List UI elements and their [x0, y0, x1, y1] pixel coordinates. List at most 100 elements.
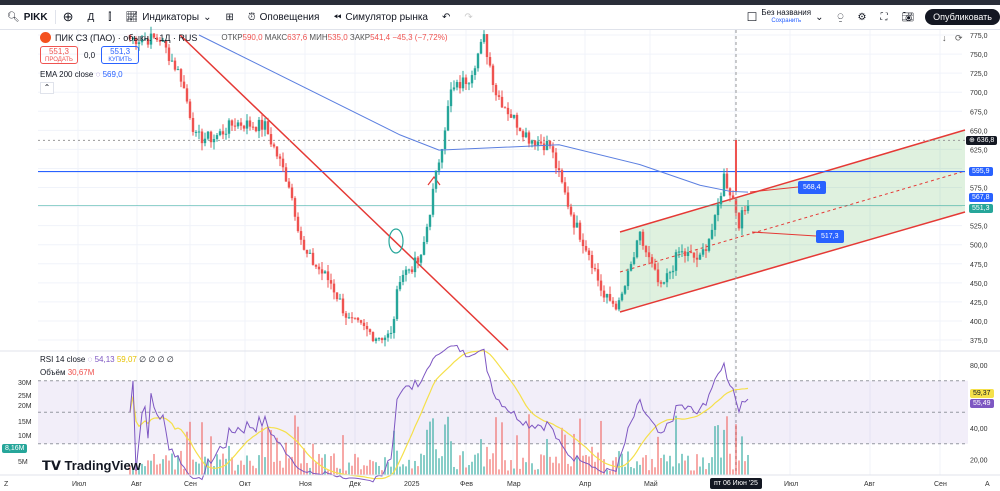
sell-button[interactable]: 551,3 ПРОДАТЬ — [40, 46, 78, 64]
candle-body — [695, 257, 699, 260]
buy-button[interactable]: 551,3 КУПИТЬ — [101, 46, 140, 64]
candle-body — [374, 338, 378, 342]
volume-bar — [705, 469, 707, 475]
candle-body — [458, 82, 462, 89]
chart-type-button[interactable]: ⫿ — [101, 5, 118, 29]
candle-body — [542, 143, 546, 151]
candle-body — [680, 251, 684, 253]
current-price-tag: 551,3 — [969, 204, 993, 213]
volume-bar — [711, 457, 713, 475]
volume-bar — [594, 461, 596, 475]
volume-bar — [561, 427, 563, 475]
volume-bar — [378, 465, 380, 475]
volume-bar — [381, 470, 383, 475]
volume-bar — [690, 470, 692, 475]
volume-bar — [162, 459, 164, 475]
undo-button[interactable]: ↶ — [435, 5, 457, 29]
layout-button[interactable]: ☐ Без названия Сохранить ⌄ — [746, 8, 824, 24]
volume-bar — [333, 453, 335, 475]
interval-button[interactable]: Д — [87, 11, 95, 23]
volume-bar — [723, 429, 725, 475]
volume-bar — [477, 453, 479, 475]
candle-body — [722, 173, 726, 197]
templates-button[interactable]: ⊞ — [218, 5, 240, 29]
candle-body — [239, 122, 243, 126]
redo-icon: ↷ — [464, 11, 473, 23]
compare-button[interactable]: ⊕ — [56, 5, 81, 29]
candle-body — [305, 249, 309, 254]
candle-body — [599, 280, 603, 291]
settings-button[interactable]: ⚙︎ — [850, 5, 873, 29]
quick-search-button[interactable]: ⍜ — [830, 5, 850, 29]
symbol-legend: ПИК СЗ (ПАО) · обыкн. · 1Д · RUS ОТКР590… — [40, 32, 447, 43]
volume-bar — [327, 470, 329, 475]
candle-body — [434, 170, 438, 189]
trade-panel: 551,3 ПРОДАТЬ 0,0 551,3 КУПИТЬ — [40, 46, 140, 64]
rsi-legend[interactable]: RSI 14 close ◌ 54,13 59,07 ∅ ∅ ∅ ∅ — [40, 355, 174, 364]
candle-body — [413, 257, 417, 273]
candle-body — [647, 252, 651, 258]
volume-bar — [192, 459, 194, 475]
candle-body — [665, 273, 669, 283]
quick-search-icon: ⍜ — [837, 11, 844, 23]
candle-body — [443, 130, 447, 150]
candle-body — [686, 252, 690, 256]
volume-bar — [288, 458, 290, 475]
candle-body — [317, 266, 321, 270]
refresh-icon[interactable]: ⟳ — [955, 33, 963, 43]
candle-body — [530, 140, 534, 144]
volume-bar — [171, 453, 173, 475]
volume-bar — [408, 459, 410, 475]
candle-body — [251, 126, 255, 128]
symbol-search-button[interactable]: 🔍︎ PIKK — [7, 11, 48, 23]
candle-body — [194, 131, 198, 133]
candle-body — [149, 33, 153, 45]
volume-axis-label: 10M — [18, 433, 32, 440]
indicators-button[interactable]: 📈︎ Индикаторы ⌄ — [125, 11, 212, 23]
volume-bar — [552, 462, 554, 475]
volume-legend[interactable]: Объём 30,67M — [40, 368, 95, 377]
upper-label-connector — [749, 186, 799, 193]
square-icon: ☐ — [746, 10, 758, 24]
search-icon: 🔍︎ — [7, 11, 20, 23]
upper-channel-label[interactable]: 568,4 — [798, 181, 826, 194]
time-axis-label: Мар — [507, 481, 521, 488]
candle-body — [419, 254, 423, 263]
candle-body — [512, 114, 516, 118]
volume-bar — [681, 453, 683, 475]
screenshot-button[interactable]: 📷︎ — [894, 5, 921, 29]
redo-button[interactable]: ↷ — [457, 5, 479, 29]
candle-body — [740, 210, 744, 229]
volume-bar — [486, 446, 488, 475]
volume-bar — [456, 469, 458, 475]
publish-button[interactable]: Опубликовать — [925, 9, 1000, 25]
rsi-line — [129, 344, 749, 483]
volume-bar — [183, 468, 185, 475]
ema-legend[interactable]: EMA 200 close ◌ 569,0 — [40, 70, 123, 79]
replay-button[interactable]: ⏪︎ Симулятор рынка — [333, 11, 428, 23]
candle-body — [713, 215, 717, 230]
candle-body — [515, 114, 519, 128]
volume-bar — [213, 466, 215, 475]
fullscreen-button[interactable]: ⛶ — [873, 5, 894, 29]
candle-body — [230, 120, 234, 126]
volume-bar — [141, 463, 143, 475]
volume-bar — [744, 461, 746, 475]
candle-body — [350, 317, 354, 319]
volume-bar — [555, 456, 557, 475]
alerts-button[interactable]: ⏰︎ Оповещения — [247, 11, 320, 23]
volume-bar — [651, 458, 653, 475]
collapse-legend-button[interactable]: ⌃ — [40, 82, 54, 94]
camera-icon: 📷︎ — [901, 11, 915, 23]
volume-bar — [483, 466, 485, 475]
scroll-down-icon[interactable]: ↓ — [942, 33, 947, 43]
volume-bar — [597, 452, 599, 475]
volume-bar — [534, 469, 536, 475]
volume-bar — [525, 462, 527, 475]
volume-bar — [387, 462, 389, 475]
time-axis-label: Сен — [934, 481, 947, 488]
channel-lower-line — [619, 211, 966, 313]
price-axis-label: 475,0 — [970, 262, 988, 269]
mid-channel-label[interactable]: 517,3 — [816, 230, 844, 243]
